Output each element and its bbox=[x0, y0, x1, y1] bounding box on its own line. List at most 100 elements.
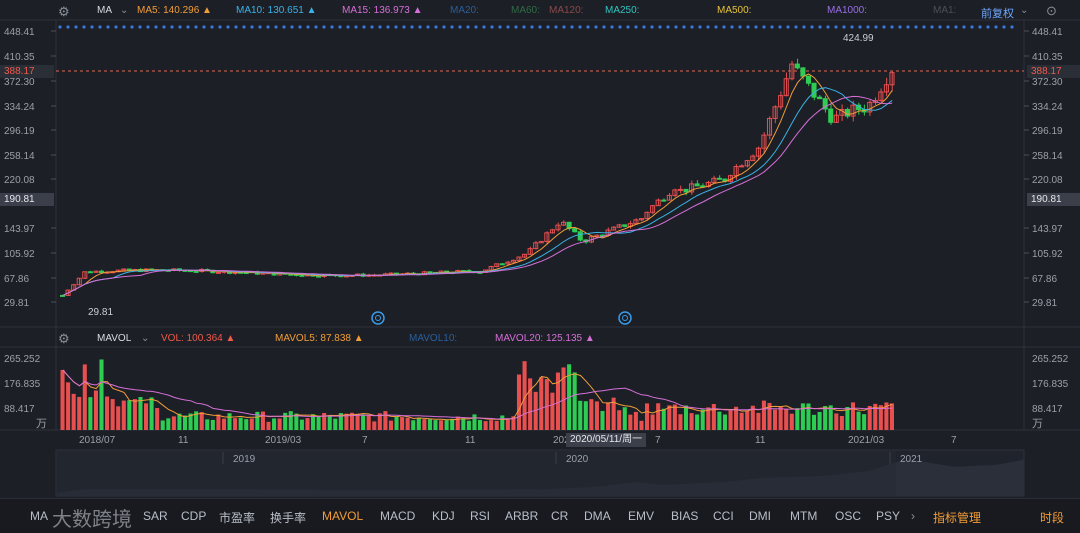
toolbar-item-换手率[interactable]: 换手率 bbox=[270, 511, 307, 525]
volume-bar bbox=[516, 374, 522, 430]
volume-bar bbox=[606, 402, 611, 430]
marker-dot bbox=[418, 25, 422, 29]
navigator-year-0: 2019 bbox=[233, 454, 256, 465]
toolbar-item-dmi[interactable]: DMI bbox=[749, 509, 771, 523]
price-tick-right-3: 334.24 bbox=[1032, 102, 1063, 113]
candle-body bbox=[867, 101, 873, 113]
marker-dot bbox=[234, 25, 238, 29]
toolbar-item-cr[interactable]: CR bbox=[551, 509, 569, 523]
volume-bar bbox=[683, 405, 689, 430]
marker-dot bbox=[154, 25, 158, 29]
volume-bar bbox=[795, 408, 800, 430]
ma-legend-6: MA250: bbox=[605, 5, 640, 16]
marker-dot bbox=[162, 25, 166, 29]
price-tick-left-10: 67.86 bbox=[4, 274, 29, 285]
chevron-down-icon[interactable]: ⌄ bbox=[120, 5, 129, 16]
volume-bar bbox=[377, 413, 382, 430]
toolbar-item-macd[interactable]: MACD bbox=[380, 509, 416, 523]
adjust-chevron-icon[interactable]: ⌄ bbox=[1020, 5, 1029, 16]
volume-bar bbox=[828, 405, 833, 430]
volume-chevron-down-icon[interactable]: ⌄ bbox=[141, 333, 150, 344]
marker-dot bbox=[842, 25, 846, 29]
indicator-name[interactable]: MA bbox=[97, 5, 112, 16]
marker-dot bbox=[698, 25, 702, 29]
period-button[interactable]: 时段 bbox=[1040, 511, 1065, 525]
volume-series bbox=[60, 359, 894, 430]
volume-unit-left: 万 bbox=[36, 418, 47, 430]
marker-dot bbox=[586, 25, 590, 29]
more-circle-icon[interactable]: ⊙ bbox=[1046, 3, 1057, 18]
candle-body bbox=[794, 63, 800, 69]
volume-bar bbox=[177, 413, 182, 430]
marker-dot bbox=[242, 25, 246, 29]
volume-bar bbox=[166, 418, 171, 430]
marker-dot bbox=[370, 25, 374, 29]
volume-bar bbox=[144, 403, 149, 430]
toolbar-item-mavol[interactable]: MAVOL bbox=[322, 509, 364, 523]
volume-indicator-name[interactable]: MAVOL bbox=[97, 333, 132, 344]
volume-bar bbox=[889, 403, 894, 430]
volume-bar bbox=[750, 405, 755, 430]
candle-body bbox=[299, 274, 305, 277]
volume-bar bbox=[344, 413, 349, 430]
volume-bar bbox=[388, 420, 393, 430]
volume-bar bbox=[305, 418, 310, 430]
candle-body bbox=[215, 271, 221, 274]
marker-dot bbox=[490, 25, 494, 29]
volume-bar bbox=[884, 402, 889, 430]
marker-dot bbox=[658, 25, 662, 29]
price-tick-right-8: 143.97 bbox=[1032, 224, 1063, 235]
volume-bar bbox=[494, 420, 499, 430]
marker-dot bbox=[602, 25, 606, 29]
toolbar-item-psy[interactable]: PSY bbox=[876, 509, 901, 523]
volume-bar bbox=[539, 377, 544, 430]
toolbar-item-bias[interactable]: BIAS bbox=[671, 509, 699, 523]
toolbar-item-sar[interactable]: SAR bbox=[143, 509, 168, 523]
settings-gear-icon[interactable]: ⚙ bbox=[58, 4, 70, 19]
volume-bar bbox=[244, 419, 249, 430]
volume-bar bbox=[316, 415, 321, 430]
marker-dot bbox=[946, 25, 950, 29]
candle-body bbox=[655, 199, 661, 207]
toolbar-item-dma[interactable]: DMA bbox=[584, 509, 611, 523]
marker-dot bbox=[674, 25, 678, 29]
toolbar-item-cci[interactable]: CCI bbox=[713, 509, 734, 523]
candle-body bbox=[733, 166, 739, 177]
marker-dot bbox=[122, 25, 126, 29]
toolbar-item-ma[interactable]: MA bbox=[30, 509, 48, 523]
candle-body bbox=[672, 189, 678, 196]
volume-settings-gear-icon[interactable]: ⚙ bbox=[58, 331, 70, 346]
marker-dot bbox=[826, 25, 830, 29]
marker-dot bbox=[618, 25, 622, 29]
toolbar-chevron-right-icon[interactable]: › bbox=[911, 509, 915, 523]
x-axis-label-9: 7 bbox=[951, 435, 957, 446]
candle-body bbox=[833, 114, 839, 123]
toolbar-item-osc[interactable]: OSC bbox=[835, 509, 862, 523]
candle-body bbox=[572, 228, 578, 233]
marker-dot bbox=[938, 25, 942, 29]
ma-legend-1: MA10: 130.651 ▲ bbox=[236, 5, 317, 16]
candle-body bbox=[644, 211, 650, 220]
toolbar-item-emv[interactable]: EMV bbox=[628, 509, 655, 523]
toolbar-item-市盈率[interactable]: 市盈率 bbox=[219, 511, 256, 525]
volume-bar bbox=[617, 410, 622, 430]
vol-legend-1: MAVOL5: 87.838 ▲ bbox=[275, 333, 364, 344]
adjust-mode-button[interactable]: 前复权 bbox=[981, 8, 1014, 20]
volume-bar bbox=[806, 403, 811, 430]
marker-dot bbox=[722, 25, 726, 29]
toolbar-item-rsi[interactable]: RSI bbox=[470, 509, 491, 523]
marker-dot bbox=[538, 25, 542, 29]
toolbar-item-kdj[interactable]: KDJ bbox=[432, 509, 455, 523]
volume-bar bbox=[856, 411, 861, 430]
volume-bar bbox=[121, 400, 126, 430]
marker-dot bbox=[362, 25, 366, 29]
candle-body bbox=[677, 188, 683, 191]
toolbar-item-arbr[interactable]: ARBR bbox=[505, 509, 539, 523]
indicator-manage-button[interactable]: 指标管理 bbox=[933, 511, 982, 525]
toolbar-item-mtm[interactable]: MTM bbox=[790, 509, 818, 523]
marker-dot bbox=[58, 25, 62, 29]
candle-body bbox=[766, 117, 773, 136]
candle-body bbox=[510, 259, 516, 263]
toolbar-item-cdp[interactable]: CDP bbox=[181, 509, 207, 523]
